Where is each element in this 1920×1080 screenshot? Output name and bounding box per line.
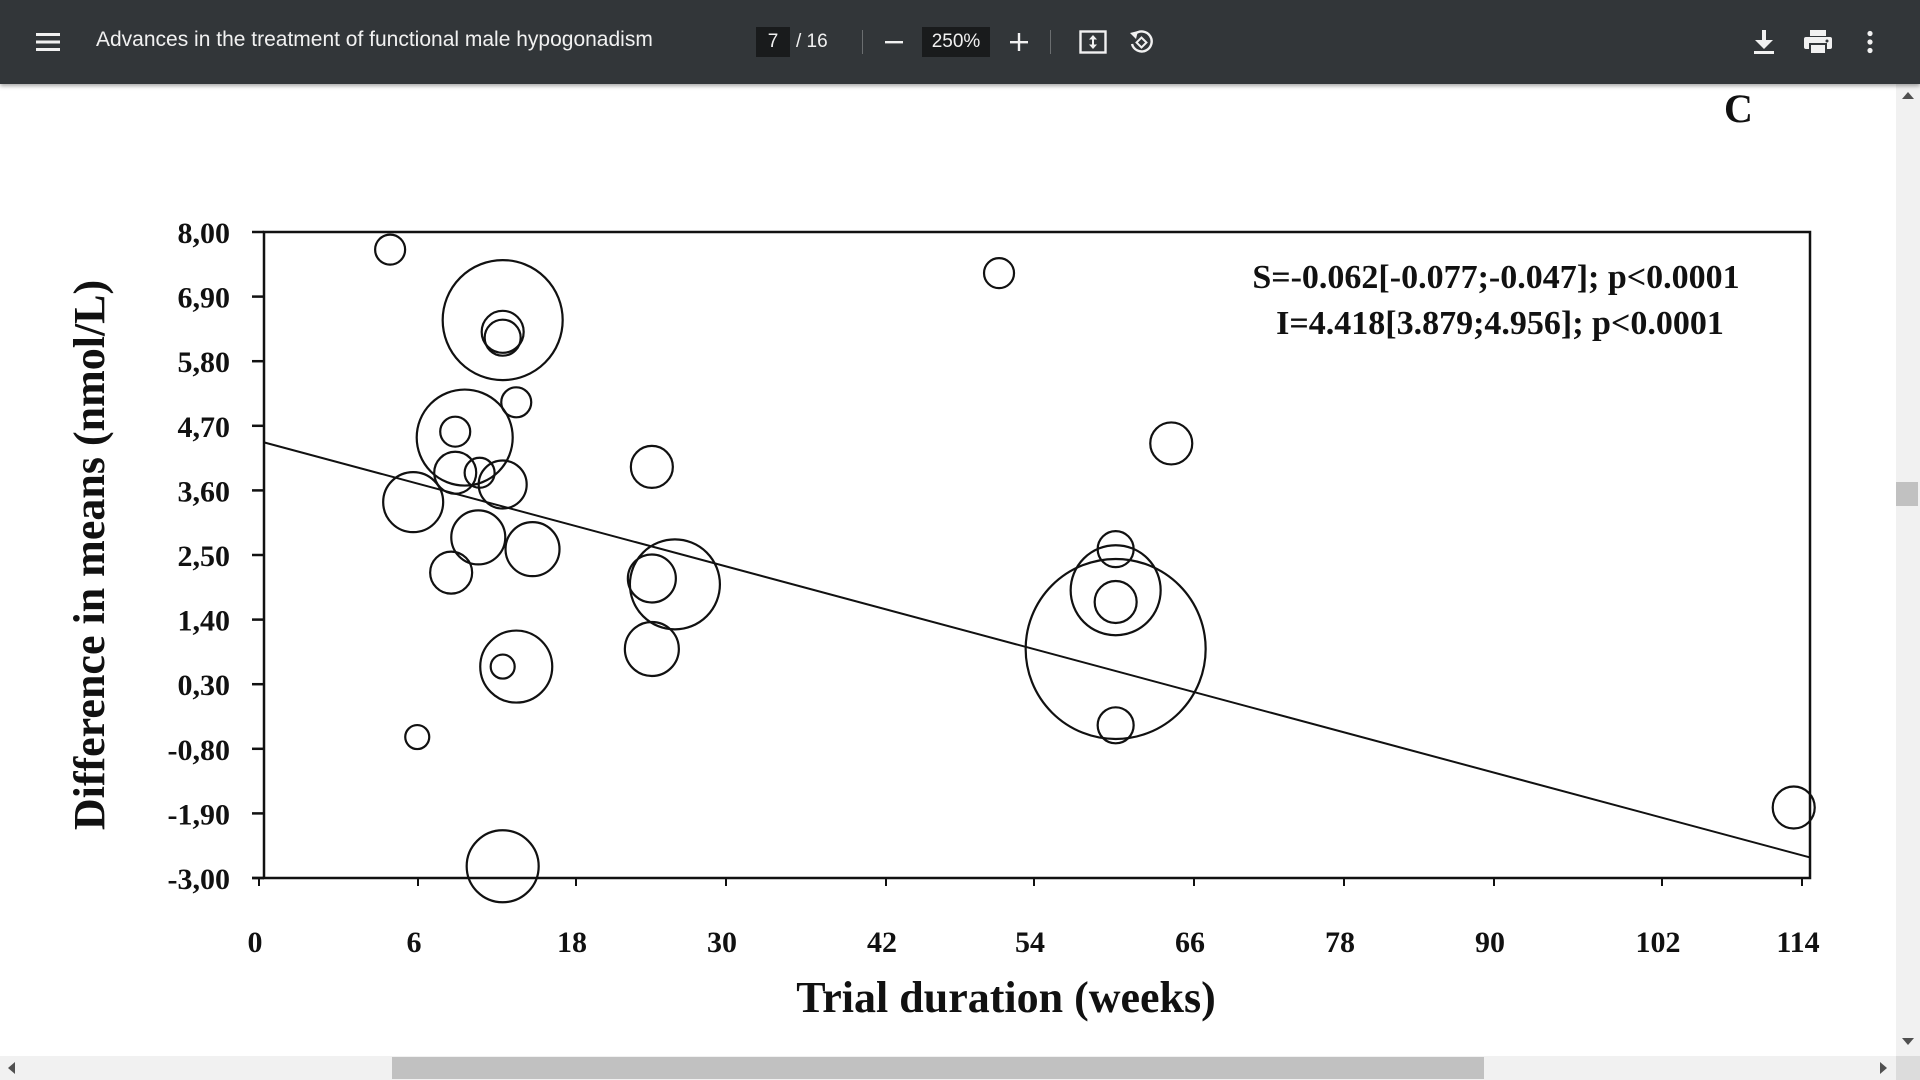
plus-icon <box>1009 32 1029 52</box>
y-tick-label: 5,80 <box>178 346 231 379</box>
scroll-left-arrow-icon[interactable] <box>8 1062 15 1074</box>
data-point-bubble <box>450 509 507 566</box>
more-options-button[interactable] <box>1850 22 1890 62</box>
x-tick-label: 18 <box>557 926 587 959</box>
meta-regression-chart: C 8,00 6,90 5,80 4,70 3,60 2,50 1,40 0,30 -0,80 -… <box>65 86 1820 1022</box>
print-button[interactable] <box>1795 22 1841 62</box>
x-tick-label: 30 <box>707 926 737 959</box>
y-tick-label: -3,00 <box>168 863 231 896</box>
data-point-bubble <box>477 459 528 510</box>
y-tick-label: 1,40 <box>178 605 231 638</box>
y-tick-label: 2,50 <box>178 540 231 573</box>
data-point-bubble <box>479 629 554 704</box>
fit-to-page-icon <box>1079 30 1107 54</box>
panel-label: C <box>1724 86 1753 131</box>
scroll-up-arrow-icon[interactable] <box>1902 92 1914 99</box>
pdf-toolbar: Advances in the treatment of functional … <box>0 0 1920 84</box>
scrollbar-corner <box>1896 1056 1920 1080</box>
y-tick-label: -0,80 <box>168 734 231 767</box>
vertical-scrollbar-thumb[interactable] <box>1896 482 1918 506</box>
data-point-bubble <box>504 521 561 578</box>
data-point-bubble <box>404 723 431 751</box>
x-axis-title: Trial duration (weeks) <box>796 973 1216 1022</box>
document-title: Advances in the treatment of functional … <box>96 28 653 51</box>
x-tick-label: 114 <box>1776 926 1819 959</box>
rotate-button[interactable] <box>1120 22 1162 62</box>
data-point-bubble <box>382 471 445 534</box>
fit-to-page-button[interactable] <box>1072 22 1114 62</box>
data-point-bubble <box>1096 530 1135 569</box>
y-tick-label: 0,30 <box>178 669 231 702</box>
x-tick-label: 6 <box>407 926 422 959</box>
toolbar-divider <box>862 30 863 54</box>
regression-line-group <box>263 441 1811 859</box>
page-total: / 16 <box>796 31 828 52</box>
rotate-icon <box>1127 28 1155 56</box>
y-axis: 8,00 6,90 5,80 4,70 3,60 2,50 1,40 0,30 -0,80 -1,… <box>168 217 264 896</box>
data-point-bubble <box>465 829 540 904</box>
data-point-bubble <box>1093 579 1138 625</box>
zoom-out-button[interactable] <box>874 22 914 62</box>
data-point-bubble <box>623 620 680 678</box>
data-point-bubble <box>626 553 677 604</box>
vertical-scrollbar[interactable] <box>1896 84 1920 1056</box>
data-point-bubble <box>1771 785 1816 830</box>
data-point-bubble <box>374 233 407 266</box>
data-point-bubble <box>1149 421 1194 466</box>
data-point-bubble <box>439 415 472 448</box>
x-tick-label: 54 <box>1015 926 1045 959</box>
regression-line <box>263 441 1811 859</box>
data-point-bubble <box>489 653 516 680</box>
data-point-bubble <box>429 550 474 595</box>
toolbar-divider <box>1050 30 1051 54</box>
data-point-bubble <box>441 258 564 382</box>
data-point-bubble <box>480 309 525 354</box>
data-point-bubble <box>628 538 722 631</box>
data-point-bubble <box>1069 544 1162 637</box>
minus-icon <box>884 32 904 52</box>
x-tick-label: 90 <box>1475 926 1505 959</box>
download-button[interactable] <box>1742 22 1786 62</box>
slope-annotation: S=-0.062[-0.077;-0.047]; p<0.0001 <box>1252 259 1739 296</box>
x-tick-label: 78 <box>1325 926 1355 959</box>
horizontal-scrollbar-thumb[interactable] <box>392 1057 1484 1079</box>
zoom-level-input[interactable] <box>922 27 990 57</box>
intercept-annotation: I=4.418[3.879;4.956]; p<0.0001 <box>1276 305 1724 342</box>
data-point-bubble <box>982 257 1016 290</box>
print-icon <box>1804 30 1832 54</box>
more-vert-icon <box>1866 30 1874 54</box>
download-icon <box>1753 29 1775 55</box>
data-point-bubble <box>500 386 533 419</box>
page-number-input[interactable] <box>756 27 790 57</box>
y-axis-title: Difference in means (nmol/L) <box>65 280 114 830</box>
menu-icon <box>36 32 60 52</box>
y-tick-label: 6,90 <box>178 282 231 315</box>
data-point-bubble <box>629 444 674 490</box>
data-point-bubble <box>415 388 514 487</box>
y-tick-label: 3,60 <box>178 475 231 508</box>
pdf-page-viewer[interactable]: C 8,00 6,90 5,80 4,70 3,60 2,50 1,40 0,30 -0,80 -… <box>0 84 1896 1056</box>
menu-button[interactable] <box>24 22 72 62</box>
data-point-bubble <box>483 318 522 357</box>
x-tick-label: 66 <box>1175 926 1205 959</box>
y-tick-label: -1,90 <box>168 798 231 831</box>
x-axis: 0 6 18 30 42 54 66 78 90 102 114 <box>248 878 1820 959</box>
data-point-bubble <box>1024 557 1207 741</box>
y-tick-label: 8,00 <box>178 217 231 250</box>
data-point-bubble <box>433 450 478 495</box>
x-tick-label: 42 <box>867 926 897 959</box>
y-tick-label: 4,70 <box>178 411 231 444</box>
zoom-in-button[interactable] <box>999 22 1039 62</box>
x-tick-label: 0 <box>248 926 263 959</box>
data-point-bubble <box>1096 706 1135 745</box>
x-tick-label: 102 <box>1636 926 1681 959</box>
scroll-right-arrow-icon[interactable] <box>1880 1062 1887 1074</box>
data-points <box>374 233 1816 904</box>
scroll-down-arrow-icon[interactable] <box>1902 1038 1914 1045</box>
